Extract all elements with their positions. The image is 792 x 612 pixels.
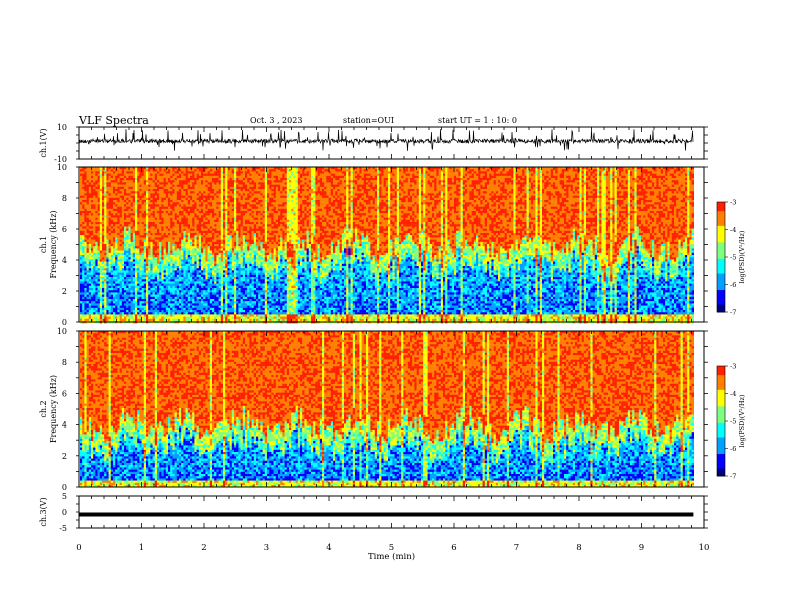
ch2-spectrogram-ytick-label: 4 (62, 421, 67, 430)
ch1-spectrogram-ytick-label: 2 (62, 287, 67, 296)
ch1-spectrogram-colorbar-tick-label: -7 (730, 309, 736, 317)
ch1-spectrogram-ytick-label: 6 (62, 225, 67, 234)
ch2-spectrogram-colorbar-tick-label: -4 (730, 390, 736, 398)
ch2-spectrogram-colorbar-tick-label: -5 (730, 418, 736, 426)
ch2-spectrogram-ytick-label: 10 (57, 327, 67, 336)
ch3-ylabel: ch.3(V) (39, 497, 48, 526)
x-tick-label: 1 (139, 543, 144, 553)
ch2-spectrogram-colorbar-label: log(PSD)(V²/Hz) (738, 394, 746, 447)
ch2-spectrogram-colorbar-tick-label: -3 (730, 363, 736, 371)
ch1-spectrogram-channel-label: ch.1 (39, 236, 48, 253)
ch1-spectrogram-ytick-label: 10 (57, 163, 67, 172)
ch1-spectrogram-colorbar-tick-label: -3 (730, 199, 736, 207)
ch2-spectrogram-colorbar (717, 366, 725, 477)
ch2-spectrogram-colorbar-tick-label: -7 (730, 473, 736, 481)
ch3-ytick-label: 5 (62, 492, 67, 501)
x-tick-label: 3 (264, 543, 269, 553)
ch1-spectrogram-ytick-label: 8 (62, 194, 67, 203)
ch1-spectrogram-colorbar-tick-label: -5 (730, 254, 736, 262)
x-tick-label: 7 (514, 543, 519, 553)
x-tick-label: 6 (451, 543, 456, 553)
x-tick-label: 10 (699, 543, 710, 553)
ch2-spectrogram-colorbar-tick-label: -6 (730, 445, 736, 453)
ch2-spectrogram-ytick-label: 6 (62, 389, 67, 398)
ch1-spectrogram-ytick-label: 4 (62, 256, 67, 265)
ch2-spectrogram-ytick-label: 2 (62, 452, 67, 461)
ch1-ytick-label: 10 (57, 123, 67, 132)
ch1-spectrogram-cells (80, 167, 694, 323)
ch1-waveform-trace (79, 129, 693, 151)
ch2-spectrogram-ylabel: Frequency (kHz) (49, 375, 58, 443)
ch1-ylabel: ch.1(V) (39, 128, 48, 157)
ch3-ytick-label: 0 (62, 508, 67, 517)
ch1-spectrogram-colorbar-label: log(PSD)(V²/Hz) (738, 230, 746, 283)
x-tick-label: 0 (76, 543, 81, 553)
ch2-spectrogram-ytick-label: 8 (62, 358, 67, 367)
x-tick-label: 8 (576, 543, 581, 553)
x-axis-label: Time (min) (368, 551, 415, 562)
ch3-ytick-label: -5 (59, 524, 67, 533)
ch2-spectrogram-channel-label: ch.2 (39, 400, 48, 417)
ch1-spectrogram-colorbar (717, 202, 725, 313)
x-tick-label: 4 (326, 543, 331, 553)
ch1-spectrogram-colorbar-tick-label: -6 (730, 281, 736, 289)
ch1-spectrogram-ylabel: Frequency (kHz) (49, 210, 58, 278)
ch2-spectrogram-cells (80, 331, 694, 487)
x-tick-label: 9 (639, 543, 644, 553)
ch1-spectrogram-colorbar-tick-label: -4 (730, 226, 736, 234)
x-tick-label: 2 (201, 543, 206, 553)
ch1-spectrogram-ytick-label: 0 (62, 318, 67, 327)
ch2-spectrogram-ytick-label: 0 (62, 483, 67, 492)
